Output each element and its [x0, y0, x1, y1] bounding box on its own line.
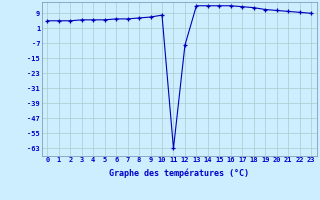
X-axis label: Graphe des températures (°C): Graphe des températures (°C)	[109, 169, 249, 178]
